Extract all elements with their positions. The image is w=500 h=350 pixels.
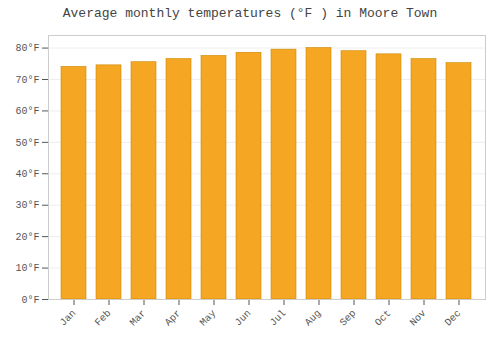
svg-text:0°F: 0°F: [21, 295, 39, 306]
svg-text:30°F: 30°F: [15, 200, 39, 211]
svg-text:Nov: Nov: [408, 308, 429, 329]
svg-text:Feb: Feb: [93, 308, 114, 329]
svg-text:70°F: 70°F: [15, 75, 39, 86]
svg-text:Jul: Jul: [268, 308, 289, 329]
svg-text:80°F: 80°F: [15, 43, 39, 54]
svg-text:Sep: Sep: [338, 308, 359, 329]
svg-text:Apr: Apr: [163, 308, 184, 329]
svg-text:Aug: Aug: [303, 308, 324, 329]
svg-text:10°F: 10°F: [15, 263, 39, 274]
svg-text:Mar: Mar: [128, 308, 149, 329]
svg-text:Jan: Jan: [58, 308, 79, 329]
html-text:Average monthly temperatures (: Average monthly temperatures (°F ) in Mo…: [62, 6, 438, 21]
svg-text:Oct: Oct: [373, 308, 394, 329]
svg-text:60°F: 60°F: [15, 106, 39, 117]
svg-text:40°F: 40°F: [15, 169, 39, 180]
svg-text:Dec: Dec: [443, 308, 464, 329]
svg-text:20°F: 20°F: [15, 232, 39, 243]
svg-text:Jun: Jun: [233, 308, 254, 329]
svg-text:May: May: [198, 308, 219, 329]
svg-text:50°F: 50°F: [15, 138, 39, 149]
